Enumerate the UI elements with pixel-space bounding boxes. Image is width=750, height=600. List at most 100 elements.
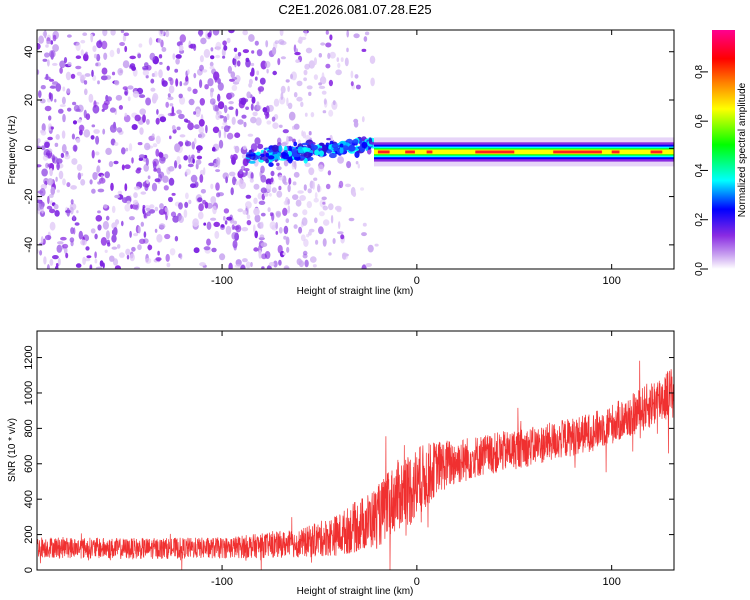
spectrogram-noise-blob bbox=[77, 119, 82, 123]
spectrogram-noise-blob bbox=[290, 73, 293, 80]
spectrogram-noise-blob bbox=[72, 120, 78, 125]
spectrogram-noise-blob bbox=[257, 143, 264, 150]
spectrogram-noise-blob bbox=[199, 262, 206, 267]
spectrogram-noise-blob bbox=[296, 96, 303, 102]
spectrogram-noise-blob bbox=[293, 224, 298, 229]
spectrogram-noise-blob bbox=[242, 49, 249, 54]
spectrogram-noise-blob bbox=[192, 158, 195, 164]
spectrogram-noise-blob bbox=[340, 57, 344, 62]
spectrogram-noise-blob bbox=[131, 124, 138, 130]
spectrogram-noise-blob bbox=[66, 182, 71, 188]
spectrogram-noise-blob bbox=[297, 190, 304, 194]
spectrogram-noise-blob bbox=[40, 85, 46, 90]
spectrogram-noise-blob bbox=[272, 70, 278, 76]
spectrogram-noise-blob bbox=[149, 204, 155, 209]
spectrogram-noise-blob bbox=[104, 249, 108, 253]
spectrogram-noise-blob bbox=[121, 220, 124, 227]
spectrogram-noise-blob bbox=[150, 78, 155, 84]
spectrogram-noise-blob bbox=[80, 239, 87, 246]
spectrogram-noise-blob bbox=[84, 73, 91, 77]
spectrogram-noise-blob bbox=[275, 222, 278, 229]
spectrogram-noise-blob bbox=[198, 211, 204, 220]
spectrogram-noise-blob bbox=[145, 207, 151, 212]
spectrogram-cluster-blob bbox=[248, 154, 256, 157]
spectrogram-noise-blob bbox=[322, 110, 327, 114]
spectrogram-noise-blob bbox=[55, 176, 58, 182]
spectrogram-noise-blob bbox=[169, 135, 172, 140]
spectrogram-noise-blob bbox=[158, 69, 163, 78]
spectrogram-noise-blob bbox=[328, 79, 333, 87]
spectrogram-noise-blob bbox=[235, 224, 242, 233]
spectrogram-band-layer bbox=[374, 149, 674, 155]
spectrogram-noise-blob bbox=[133, 192, 138, 199]
spectrogram-noise-blob bbox=[91, 69, 94, 77]
spectrogram-noise-blob bbox=[218, 139, 224, 149]
spectrogram-noise-blob bbox=[242, 258, 248, 263]
spectrogram-noise-blob bbox=[207, 78, 214, 87]
spectrogram-noise-blob bbox=[142, 66, 149, 70]
spectrogram-noise-blob bbox=[122, 60, 130, 69]
spectrogram-noise-blob bbox=[280, 56, 286, 60]
spectrogram-noise-blob bbox=[253, 183, 260, 190]
spectrogram-noise-blob bbox=[188, 98, 195, 106]
spectrogram-noise-blob bbox=[117, 244, 121, 249]
spectrogram-cluster-blob bbox=[369, 141, 376, 145]
spectrogram-noise-blob bbox=[260, 242, 268, 248]
spectrogram-noise-blob bbox=[230, 187, 234, 196]
colorbar-tick-label: 0.0 bbox=[694, 262, 705, 276]
spectrogram-noise-blob bbox=[251, 50, 255, 54]
spectrogram-noise-blob bbox=[253, 247, 259, 252]
spectrogram-noise-blob bbox=[97, 188, 105, 193]
spectrogram-noise-blob bbox=[266, 120, 272, 125]
spectrogram-noise-blob bbox=[80, 179, 86, 186]
spectrogram-noise-blob bbox=[100, 237, 107, 246]
spectrogram-noise-blob bbox=[203, 48, 211, 58]
spectrogram-noise-blob bbox=[337, 62, 341, 69]
colorbar: 0.0 0.2 0.4 0.6 0.8 Normalized spectral ampl… bbox=[694, 30, 748, 276]
spectrogram-noise-blob bbox=[198, 126, 205, 134]
spectrogram-noise-blob bbox=[106, 96, 112, 102]
spectrogram-noise-blob bbox=[192, 88, 198, 95]
spectrogram-noise-blob bbox=[158, 54, 163, 59]
spectrogram-noise-blob bbox=[91, 188, 96, 194]
spectrogram-noise-blob bbox=[276, 190, 283, 198]
spectrogram-noise-blob bbox=[279, 40, 287, 46]
spectrogram-noise-blob bbox=[313, 57, 317, 66]
spectrogram-noise-blob bbox=[318, 82, 322, 86]
spectrogram-noise-blob bbox=[233, 55, 241, 60]
spectrogram-ytick-label: 0 bbox=[23, 145, 35, 151]
spectrogram-noise-blob bbox=[106, 239, 111, 245]
spectrogram-noise-blob bbox=[325, 183, 331, 190]
spectrogram-noise-blob bbox=[291, 161, 295, 170]
spectrogram-cluster-blob bbox=[297, 149, 305, 154]
spectrogram-noise-blob bbox=[303, 184, 307, 191]
spectrogram-noise-blob bbox=[37, 138, 41, 144]
spectrogram-noise-blob bbox=[272, 46, 277, 56]
spectrogram-noise-blob bbox=[97, 159, 101, 163]
spectrogram-noise-blob bbox=[197, 197, 203, 203]
spectrogram-noise-blob bbox=[348, 217, 355, 222]
spectrogram-noise-blob bbox=[119, 42, 125, 46]
spectrogram-noise-blob bbox=[63, 57, 68, 64]
spectrogram-noise-blob bbox=[250, 172, 254, 180]
spectrogram-noise-blob bbox=[209, 61, 214, 67]
spectrogram-noise-blob bbox=[168, 177, 175, 186]
spectrogram-noise-blob bbox=[193, 111, 197, 115]
spectrogram-noise-blob bbox=[157, 250, 160, 256]
spectrogram-noise-blob bbox=[223, 208, 230, 214]
spectrogram-noise-blob bbox=[301, 130, 304, 137]
spectrogram-noise-blob bbox=[59, 67, 63, 74]
spectrogram-noise-blob bbox=[312, 180, 316, 190]
spectrogram-noise-blob bbox=[361, 232, 367, 237]
spectrogram-cluster-blob bbox=[303, 157, 308, 164]
spectrogram-noise-blob bbox=[332, 100, 336, 106]
spectrogram-cluster-blob bbox=[326, 149, 333, 154]
spectrogram-noise-blob bbox=[200, 37, 207, 45]
spectrogram-noise-blob bbox=[78, 230, 84, 240]
spectrogram-noise-blob bbox=[275, 230, 279, 235]
spectrogram-noise-blob bbox=[40, 145, 46, 151]
spectrogram-noise-blob bbox=[265, 178, 272, 185]
spectrogram-noise-blob bbox=[258, 200, 266, 205]
spectrogram-noise-blob bbox=[129, 55, 136, 60]
spectrogram-noise-blob bbox=[323, 219, 330, 226]
